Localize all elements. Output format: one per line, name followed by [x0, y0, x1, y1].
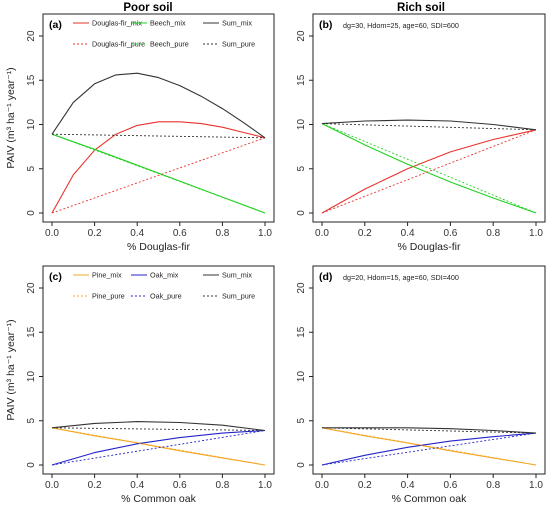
panel-label: (d) — [319, 271, 332, 283]
y-tick-label: 20 — [296, 282, 307, 294]
x-tick-label: 0.2 — [358, 228, 372, 239]
y-tick-label: 0 — [26, 210, 37, 216]
y-tick-label: 5 — [26, 166, 37, 172]
series-line-oak-pure — [321, 432, 537, 466]
legend-entry: Oak_pure — [150, 292, 182, 301]
x-tick-label: 1.0 — [529, 480, 543, 491]
y-tick-label: 20 — [26, 30, 37, 42]
y-tick-label: 5 — [296, 418, 307, 424]
x-tick-label: 0.2 — [88, 228, 102, 239]
legend-entry: Beech_mix — [150, 19, 186, 28]
series-line-sum-mix — [51, 421, 266, 432]
panel-annotation: dg=30, Hdom=25, age=60, SDI=600 — [343, 21, 459, 30]
legend-entry: Sum_mix — [222, 19, 252, 28]
x-tick-label: 0.8 — [486, 228, 500, 239]
series-line-beech-mix — [321, 123, 537, 214]
y-tick-label: 20 — [296, 30, 307, 42]
y-tick-label: 10 — [26, 371, 37, 383]
x-axis-label: % Common oak — [121, 493, 196, 505]
x-tick-label: 1.0 — [258, 228, 272, 239]
legend-entry: Douglas-fir_mix — [92, 19, 142, 28]
y-tick-label: 0 — [26, 462, 37, 468]
panel-label: (a) — [49, 19, 62, 31]
panel-label: (b) — [319, 19, 332, 31]
x-axis-label: % Douglas-fir — [397, 241, 461, 253]
x-tick-label: 0.6 — [443, 480, 457, 491]
series-line-sum-mix — [321, 119, 537, 131]
y-tick-label: 20 — [26, 282, 37, 294]
series-line-douglas-fir-mix — [321, 129, 537, 214]
y-tick-label: 15 — [296, 74, 307, 86]
x-tick-label: 0.4 — [401, 480, 415, 491]
x-axis-label: % Douglas-fir — [127, 241, 191, 253]
y-tick-label: 10 — [296, 371, 307, 383]
x-tick-label: 0.8 — [215, 228, 229, 239]
series-line-sum-pure — [51, 427, 266, 431]
series-line-sum-mix — [51, 72, 266, 139]
panel-label: (c) — [49, 271, 62, 283]
x-tick-label: 0.8 — [215, 480, 229, 491]
x-tick-label: 0.0 — [45, 228, 59, 239]
series-line-douglas-fir-pure — [321, 129, 537, 214]
column-title-rich-soil: Rich soil — [397, 2, 445, 14]
series-line-beech-pure — [321, 123, 537, 214]
x-tick-label: 0.8 — [486, 480, 500, 491]
x-tick-label: 0.0 — [315, 480, 329, 491]
x-tick-label: 0.4 — [130, 228, 144, 239]
series-line-pine-pure — [321, 427, 537, 466]
y-tick-label: 15 — [26, 74, 37, 86]
series-line-sum-pure — [51, 133, 266, 139]
y-tick-label: 10 — [26, 119, 37, 131]
y-tick-label: 5 — [26, 418, 37, 424]
x-tick-label: 0.6 — [443, 228, 457, 239]
panel-0: 0.0 0.2 0.4 0.6 0.8 1.0 0 5 10 15 20 % Douglas-fir P… — [5, 13, 275, 253]
series-line-oak-mix — [321, 432, 537, 466]
plot-frame — [312, 13, 546, 223]
legend-entry: Oak_mix — [150, 271, 179, 280]
legend-entry: Pine_pure — [92, 292, 125, 301]
x-tick-label: 0.6 — [173, 480, 187, 491]
y-tick-label: 0 — [296, 462, 307, 468]
series-line-douglas-fir-mix — [51, 121, 266, 214]
panel-annotation: dg=20, Hdom=15, age=60, SDI=400 — [343, 273, 459, 282]
x-tick-label: 0.6 — [173, 228, 187, 239]
legend-entry: Sum_pure — [222, 292, 255, 301]
series-line-oak-mix — [51, 429, 266, 466]
x-tick-label: 1.0 — [529, 228, 543, 239]
x-tick-label: 0.2 — [358, 480, 372, 491]
chart-panels: 0.0 0.2 0.4 0.6 0.8 1.0 0 5 10 15 20 % Douglas-fir P… — [5, 13, 546, 505]
y-tick-label: 15 — [26, 326, 37, 338]
y-tick-label: 5 — [296, 166, 307, 172]
y-axis-label: PAIV (m³ ha⁻¹ year⁻¹) — [5, 67, 17, 168]
panel-1: 0.0 0.2 0.4 0.6 0.8 1.0 0 5 10 15 20 % Douglas-fir (… — [296, 13, 546, 253]
plot-frame — [312, 265, 546, 475]
legend-entry: Beech_pure — [150, 40, 189, 49]
column-title-poor-soil: Poor soil — [123, 2, 172, 14]
x-tick-label: 1.0 — [258, 480, 272, 491]
series-line-sum-mix — [322, 427, 537, 434]
y-tick-label: 15 — [296, 326, 307, 338]
x-tick-label: 0.4 — [130, 480, 144, 491]
panel-3: 0.0 0.2 0.4 0.6 0.8 1.0 0 5 10 15 20 % Common oak (d… — [296, 265, 546, 505]
series-line-douglas-fir-pure — [51, 137, 266, 214]
plot-frame — [42, 265, 275, 475]
x-tick-label: 0.2 — [88, 480, 102, 491]
x-tick-label: 0.4 — [401, 228, 415, 239]
series-line-beech-pure — [51, 133, 266, 214]
x-tick-label: 0.0 — [45, 480, 59, 491]
legend-entry: Pine_mix — [92, 271, 122, 280]
series-line-pine-pure — [51, 427, 266, 466]
x-axis-label: % Common oak — [392, 493, 467, 505]
legend-entry: Sum_pure — [222, 40, 255, 49]
plot-frame — [42, 13, 275, 223]
legend-entry: Sum_mix — [222, 271, 252, 280]
legend-entry: Douglas-fir_pure — [92, 40, 145, 49]
panel-2: 0.0 0.2 0.4 0.6 0.8 1.0 0 5 10 15 20 % Common oak PA… — [5, 265, 275, 505]
y-tick-label: 0 — [296, 210, 307, 216]
y-tick-label: 10 — [296, 119, 307, 131]
series-line-sum-pure — [321, 123, 537, 131]
x-tick-label: 0.0 — [315, 228, 329, 239]
y-axis-label: PAIV (m³ ha⁻¹ year⁻¹) — [5, 319, 17, 420]
